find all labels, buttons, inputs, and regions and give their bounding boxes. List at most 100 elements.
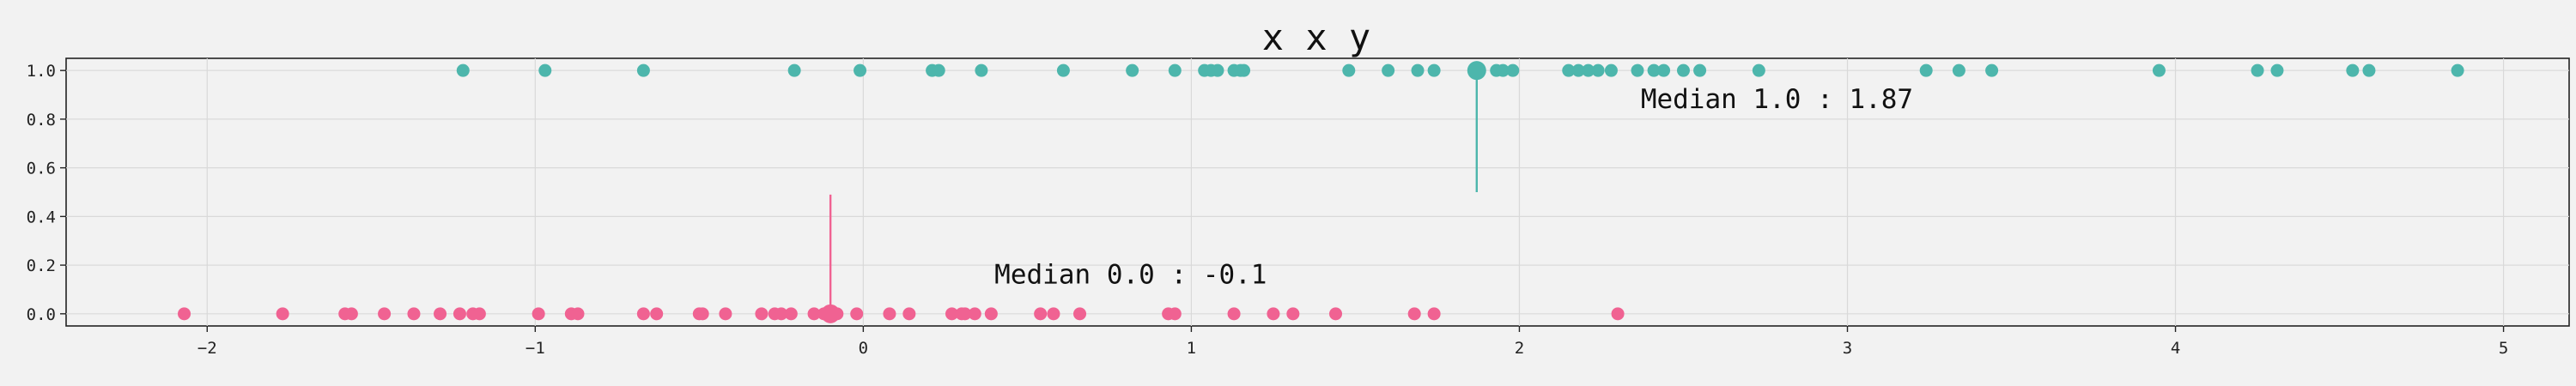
- x-tick-label: −2: [197, 339, 217, 358]
- data-point: [1496, 63, 1510, 77]
- data-point: [538, 63, 552, 77]
- data-point: [1752, 63, 1765, 77]
- data-point: [1919, 63, 1933, 77]
- x-tick-label: −1: [526, 339, 545, 358]
- data-point: [2346, 63, 2360, 77]
- data-point: [1211, 63, 1224, 77]
- y-tick-label: 0.4: [27, 208, 56, 226]
- data-point: [1329, 307, 1343, 321]
- data-point: [755, 307, 769, 321]
- data-point: [1427, 63, 1441, 77]
- x-tick-label: 0: [859, 339, 868, 358]
- data-point: [407, 307, 421, 321]
- data-point: [775, 307, 788, 321]
- data-point: [1571, 63, 1585, 77]
- x-tick-label: 4: [2171, 339, 2180, 358]
- data-point: [787, 63, 801, 77]
- data-point: [571, 307, 585, 321]
- data-point: [984, 307, 998, 321]
- data-point: [1611, 307, 1625, 321]
- data-point: [1227, 307, 1241, 321]
- data-point: [902, 307, 916, 321]
- x-tick-label: 5: [2499, 339, 2508, 358]
- data-point: [1168, 307, 1182, 321]
- data-point: [2451, 63, 2464, 77]
- data-point: [807, 307, 821, 321]
- data-point: [2152, 63, 2166, 77]
- plot-area: [65, 57, 2570, 327]
- median-point: [821, 304, 841, 323]
- data-point: [932, 63, 945, 77]
- data-point: [636, 63, 650, 77]
- data-point: [178, 307, 191, 321]
- data-point: [1286, 307, 1300, 321]
- data-point: [1427, 307, 1441, 321]
- data-point: [975, 63, 988, 77]
- data-point: [854, 63, 867, 77]
- data-point: [2270, 63, 2284, 77]
- data-point: [2362, 63, 2376, 77]
- data-point: [945, 307, 959, 321]
- data-point: [1657, 63, 1671, 77]
- data-point: [434, 307, 447, 321]
- data-point: [1676, 63, 1690, 77]
- y-tick-label: 1.0: [27, 62, 56, 81]
- data-point: [968, 307, 981, 321]
- y-tick-label: 0.6: [27, 160, 56, 178]
- data-point: [276, 307, 289, 321]
- data-point: [1631, 63, 1644, 77]
- median-markers: [829, 70, 1478, 314]
- data-point: [1073, 307, 1087, 321]
- chart-title: x x y: [1262, 16, 1370, 58]
- data-point: [1506, 63, 1520, 77]
- median-annotations: Median 0.0 : -0.1 Median 1.0 : 1.87: [994, 84, 1913, 290]
- data-point: [636, 307, 650, 321]
- data-point: [850, 307, 864, 321]
- y-tick-label: 0.2: [27, 256, 56, 275]
- x-tick-label: 1: [1187, 339, 1196, 358]
- data-point: [1168, 63, 1182, 77]
- x-tick-label: 2: [1515, 339, 1524, 358]
- data-point: [532, 307, 545, 321]
- median-annotation: Median 0.0 : -0.1: [994, 259, 1267, 290]
- axis-ticks: −2 −1 0 1 2 3 4 5 0.0 0.2 0.4 0.6 0.8 1.0: [27, 62, 2509, 358]
- data-points: [178, 61, 2464, 323]
- x-tick-label: 3: [1843, 339, 1852, 358]
- data-point: [1411, 63, 1425, 77]
- data-point: [958, 307, 972, 321]
- data-point: [1647, 63, 1661, 77]
- data-point: [650, 307, 664, 321]
- data-point: [472, 307, 486, 321]
- data-point: [1237, 63, 1251, 77]
- data-point: [1126, 63, 1139, 77]
- data-point: [784, 307, 798, 321]
- data-point: [1034, 307, 1048, 321]
- y-tick-label: 0.0: [27, 305, 56, 324]
- data-point: [2251, 63, 2264, 77]
- data-point: [1047, 307, 1060, 321]
- data-point: [1056, 63, 1070, 77]
- data-point: [719, 307, 732, 321]
- data-point: [1267, 307, 1280, 321]
- data-point: [1591, 63, 1605, 77]
- data-point: [1985, 63, 1999, 77]
- y-tick-label: 0.8: [27, 111, 56, 130]
- median-point: [1467, 61, 1486, 81]
- data-point: [1582, 63, 1595, 77]
- median-annotation: Median 1.0 : 1.87: [1641, 84, 1913, 115]
- grid-lines: [66, 58, 2569, 326]
- data-point: [1382, 63, 1395, 77]
- data-point: [378, 307, 392, 321]
- data-point: [1342, 63, 1356, 77]
- data-point: [1952, 63, 1965, 77]
- data-point: [1407, 307, 1421, 321]
- data-point: [696, 307, 709, 321]
- data-point: [1604, 63, 1618, 77]
- data-point: [344, 307, 358, 321]
- data-point: [1693, 63, 1707, 77]
- data-point: [453, 307, 466, 321]
- data-point: [456, 63, 470, 77]
- data-point: [883, 307, 896, 321]
- data-point: [1562, 63, 1576, 77]
